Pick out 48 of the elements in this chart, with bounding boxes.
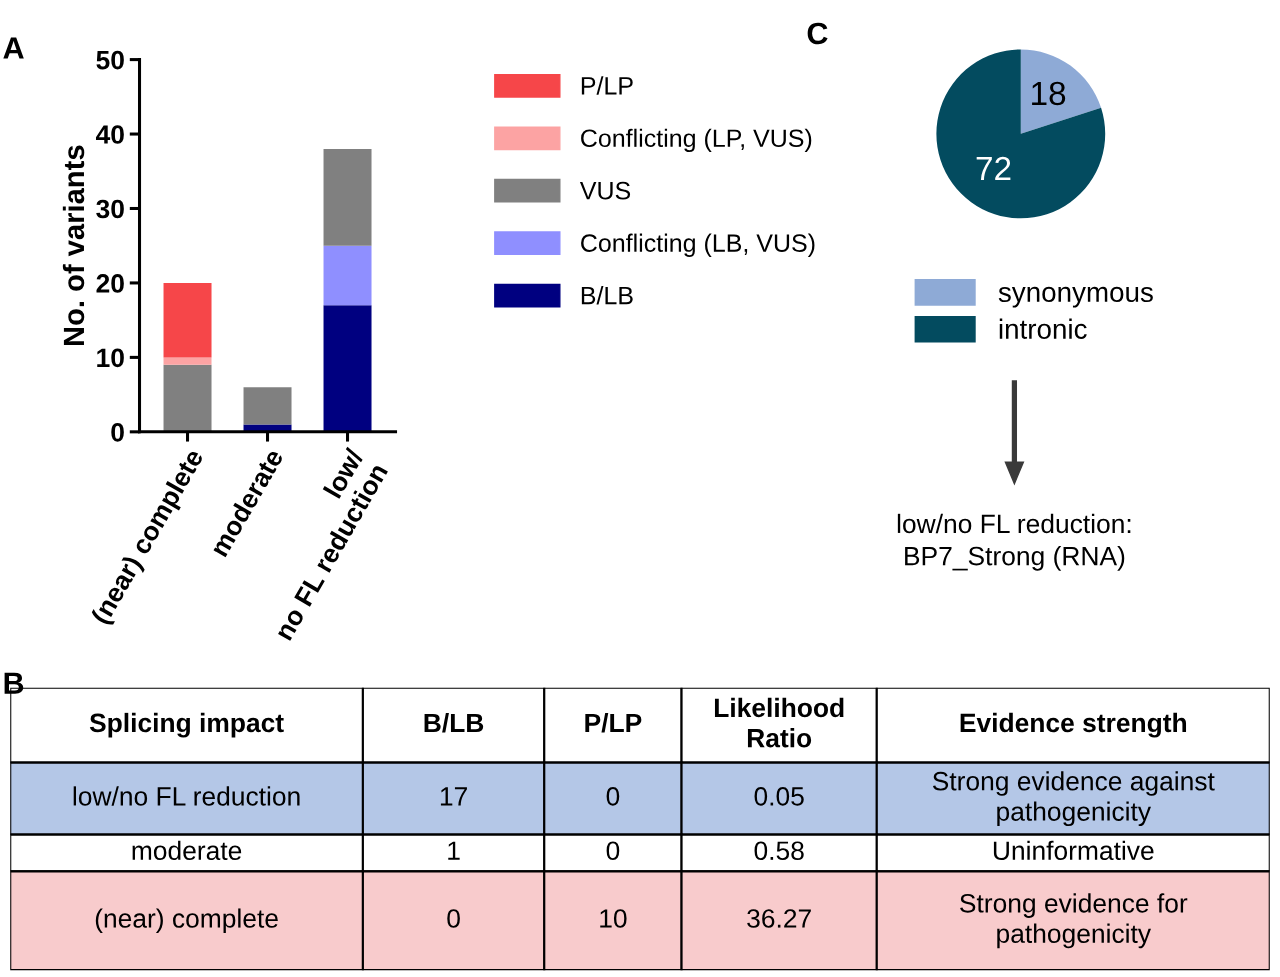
legend-label: P/LP: [581, 76, 633, 95]
pie-slice: [1020, 49, 1102, 134]
legend-label: VUS: [579, 181, 631, 200]
y-tick-label: 20: [96, 274, 124, 293]
legend-label: B/LB: [581, 286, 633, 305]
text: B/LB: [424, 712, 484, 733]
text: P/LP: [585, 712, 642, 733]
bar: [323, 305, 372, 432]
bar: [243, 387, 292, 425]
legend-label: intronic: [999, 318, 1087, 339]
text: Splicing impact: [89, 712, 284, 738]
legend-label: Conflicting (LB, VUS): [581, 233, 815, 257]
text: low/no FL reduction: BP7_Strong (RNA): [897, 513, 1131, 571]
text: 0: [606, 841, 620, 861]
text: 10: [600, 909, 627, 928]
text: Strong evidence for pathogenicity: [960, 893, 1188, 949]
y-tick-label: 30: [96, 199, 124, 219]
y-tick-label: 50: [96, 50, 124, 70]
text: 0: [447, 909, 460, 928]
text: 17: [440, 787, 467, 806]
text: (near) complete: [95, 908, 278, 934]
text: 1: [448, 841, 460, 860]
text: Strong evidence against pathogenicity: [932, 771, 1215, 827]
text: 0: [606, 787, 620, 806]
data-label: 18: [1032, 81, 1066, 106]
y-tick-label: 0: [111, 422, 124, 442]
data-label: 72: [976, 156, 1011, 181]
y-axis-title: No. of variants: [62, 145, 85, 346]
text: 36.27: [747, 909, 811, 928]
pie-slice: [936, 49, 1106, 219]
text: Likelihood Ratio: [714, 697, 844, 748]
text: 0.05: [754, 787, 804, 806]
chart-title: A: [3, 37, 24, 59]
bar: [163, 357, 212, 365]
text: moderate: [132, 840, 242, 861]
legend-label: synonymous: [998, 286, 1153, 308]
legend-label: Conflicting (LP, VUS): [581, 128, 812, 153]
y-tick-label: 10: [97, 348, 124, 368]
y-tick-label: 40: [95, 125, 124, 144]
text: low/no FL reduction: [73, 786, 300, 806]
text: Uninformative: [993, 840, 1154, 861]
bar: [163, 364, 212, 432]
chart-title: C: [807, 22, 828, 45]
text: 0.58: [754, 841, 804, 861]
text: Evidence strength: [960, 712, 1187, 738]
bar: [323, 245, 372, 306]
bar: [323, 148, 372, 246]
bar: [163, 282, 212, 358]
